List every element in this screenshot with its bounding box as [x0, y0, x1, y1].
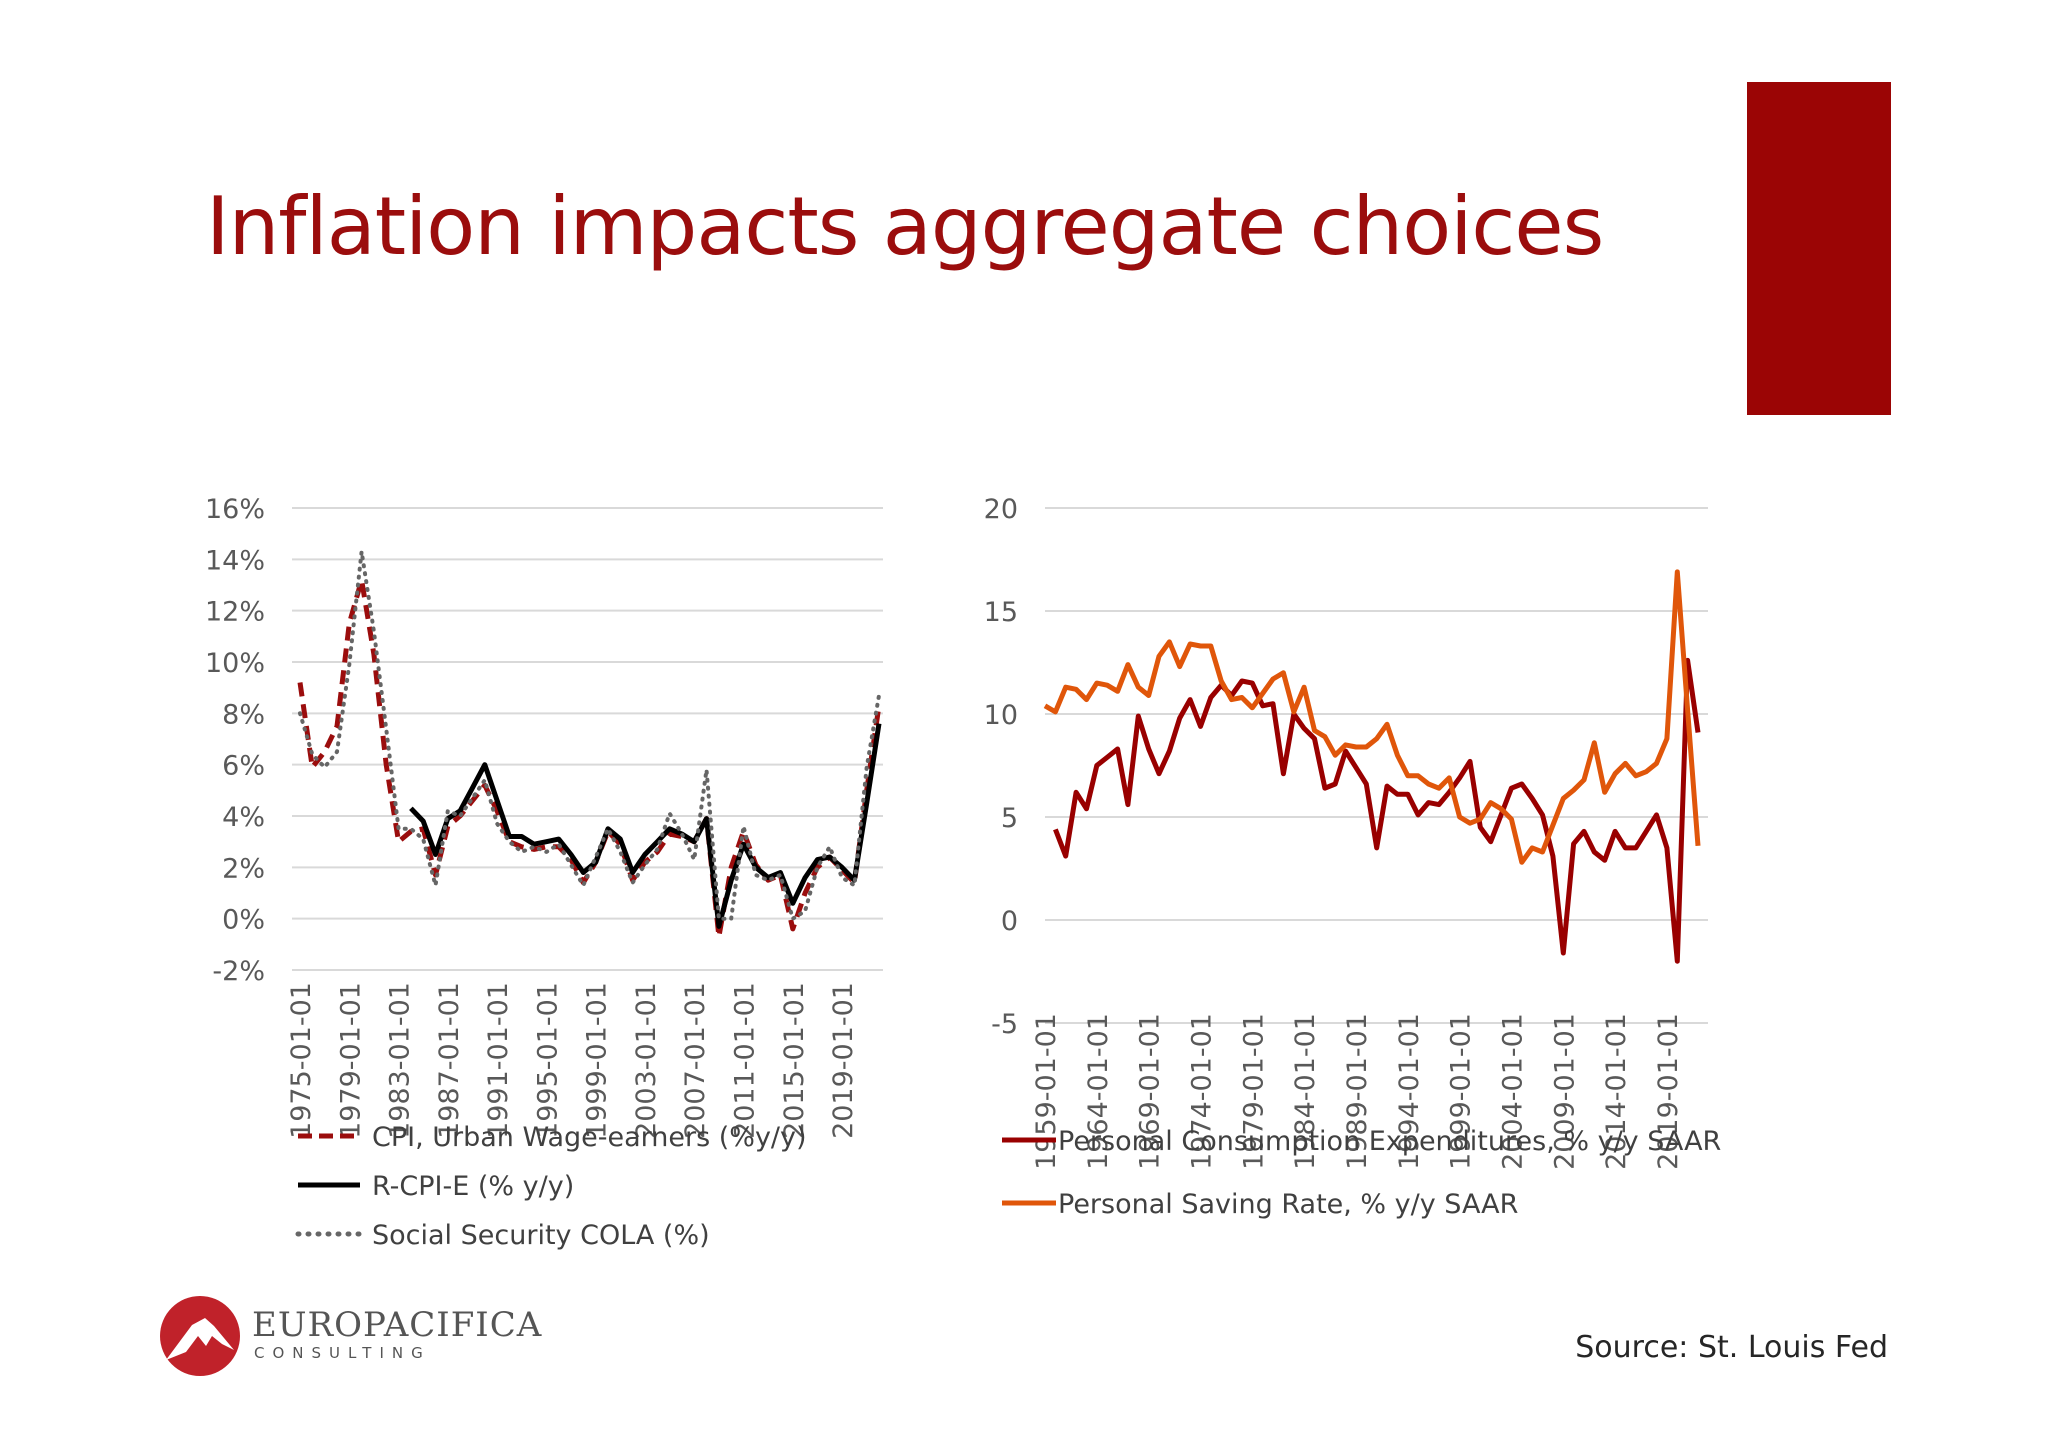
legend-label: R-CPI-E (% y/y) [372, 1171, 574, 1202]
x-tick-label: 2014-01-01 [1601, 1013, 1632, 1170]
x-tick-label: 1987-01-01 [434, 982, 465, 1139]
x-tick-label: 1969-01-01 [1135, 1013, 1166, 1170]
y-tick-label: 0 [1001, 906, 1018, 937]
y-tick-label: 12% [205, 597, 265, 628]
x-tick-label: 1974-01-01 [1186, 1013, 1217, 1170]
accent-bar [1747, 82, 1891, 415]
x-tick-label: 2011-01-01 [729, 982, 760, 1139]
x-tick-label: 2003-01-01 [631, 982, 662, 1139]
series-line [298, 549, 881, 921]
x-tick-label: 1979-01-01 [1238, 1013, 1269, 1170]
x-tick-label: 1959-01-01 [1031, 1013, 1062, 1170]
x-tick-label: 1991-01-01 [483, 982, 514, 1139]
x-tick-label: 2015-01-01 [779, 982, 810, 1139]
y-tick-label: 15 [984, 597, 1018, 628]
x-tick-label: 1989-01-01 [1342, 1013, 1373, 1170]
x-tick-label: 1975-01-01 [286, 982, 317, 1139]
series-line [409, 723, 882, 929]
logo-subtitle: CONSULTING [254, 1344, 431, 1362]
y-tick-label: 5 [1001, 803, 1018, 834]
pce-saving-chart: 20 15 10 5 0 -5 1959-01-01 1964-01-01 1969-01-01… [984, 494, 1722, 1220]
y-tick-label: 4% [222, 802, 265, 833]
x-tick-label: 1979-01-01 [335, 982, 366, 1139]
x-tick-label: 1984-01-01 [1290, 1013, 1321, 1170]
y-tick-label: 10% [205, 648, 265, 679]
y-tick-label: 16% [205, 494, 265, 525]
x-tick-label: 1983-01-01 [385, 982, 416, 1139]
legend-label: Personal Consumption Expenditures, % y/y… [1058, 1126, 1721, 1157]
y-tick-label: -5 [991, 1009, 1018, 1040]
source-note: Source: St. Louis Fed [1575, 1330, 1888, 1365]
x-tick-label: 1964-01-01 [1083, 1013, 1114, 1170]
x-tick-label: 1995-01-01 [532, 982, 563, 1139]
mountain-icon [166, 1318, 234, 1360]
y-tick-label: 8% [222, 699, 265, 730]
legend-label: Personal Saving Rate, % y/y SAAR [1058, 1189, 1518, 1220]
y-tick-label: 14% [205, 545, 265, 576]
x-tick-label: 2019-01-01 [828, 982, 859, 1139]
series-line [1043, 569, 1701, 865]
x-tick-label: 1999-01-01 [582, 982, 613, 1139]
x-tick-label: 1994-01-01 [1394, 1013, 1425, 1170]
x-tick-label: 1999-01-01 [1446, 1013, 1477, 1170]
y-tick-label: 10 [984, 700, 1018, 731]
y-tick-label: 6% [222, 751, 265, 782]
inflation-chart: 16% 14% 12% 10% 8% 6% 4% 2% 0% -2% 1975-01-01 1979-… [205, 494, 883, 1251]
x-tick-label: 2007-01-01 [680, 982, 711, 1139]
x-tick-label: 2004-01-01 [1497, 1013, 1528, 1170]
slide-title: Inflation impacts aggregate choices [206, 180, 1604, 273]
y-tick-label: -2% [212, 956, 265, 987]
x-tick-label: 2009-01-01 [1549, 1013, 1580, 1170]
y-tick-label: 0% [222, 905, 265, 936]
legend-label: CPI, Urban Wage-earners (%y/y) [372, 1122, 807, 1153]
x-tick-label: 2019-01-01 [1653, 1013, 1684, 1170]
series-line [297, 577, 882, 940]
logo-name: EUROPACIFICA [252, 1305, 543, 1345]
series-line [1053, 657, 1701, 964]
logo-mark [160, 1296, 240, 1376]
y-tick-label: 20 [984, 494, 1018, 525]
y-tick-label: 2% [222, 853, 265, 884]
legend-label: Social Security COLA (%) [372, 1220, 710, 1251]
